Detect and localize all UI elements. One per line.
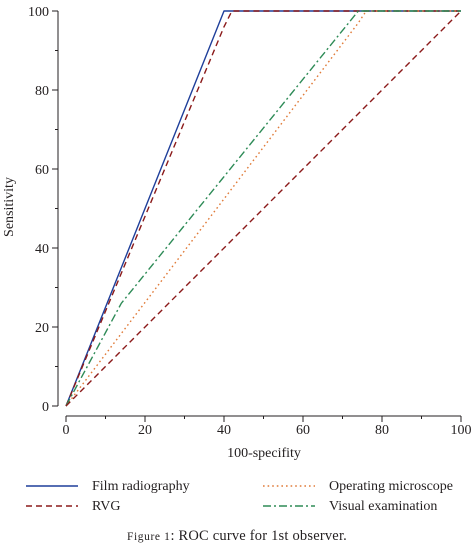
y-tick-label: 80 xyxy=(35,84,49,99)
x-tick-label: 60 xyxy=(296,423,310,438)
legend-label: Film radiography xyxy=(92,479,190,494)
legend-label: RVG xyxy=(92,499,120,514)
y-axis-ticks: 0 20 40 60 80 100 xyxy=(28,5,58,415)
series-line-reference xyxy=(65,10,462,407)
caption-text: : ROC curve for 1st observer. xyxy=(170,528,347,544)
legend: Film radiography Operating microscope RVG V… xyxy=(26,479,453,514)
series-line-rvg xyxy=(65,10,461,407)
series-line-visual-examination xyxy=(65,10,461,407)
y-tick-label: 60 xyxy=(35,163,49,178)
legend-label: Operating microscope xyxy=(329,479,453,494)
x-tick-label: 40 xyxy=(217,423,231,438)
x-tick-label: 20 xyxy=(138,423,152,438)
legend-label: Visual examination xyxy=(329,499,437,514)
x-axis-label: 100-specifity xyxy=(227,446,301,461)
figure-caption: Figure 1: ROC curve for 1st observer. xyxy=(127,528,347,544)
x-tick-label: 0 xyxy=(63,423,70,438)
y-tick-label: 100 xyxy=(28,5,49,20)
y-tick-label: 20 xyxy=(35,321,49,336)
y-tick-label: 0 xyxy=(42,400,49,415)
y-axis-label: Sensitivity xyxy=(2,177,17,237)
x-tick-label: 80 xyxy=(375,423,389,438)
series-lines xyxy=(65,10,462,407)
x-tick-label: 100 xyxy=(451,423,472,438)
y-tick-label: 40 xyxy=(35,242,49,257)
x-axis-ticks: 0 20 40 60 80 100 xyxy=(63,416,472,438)
caption-prefix: Figure 1 xyxy=(127,531,170,543)
